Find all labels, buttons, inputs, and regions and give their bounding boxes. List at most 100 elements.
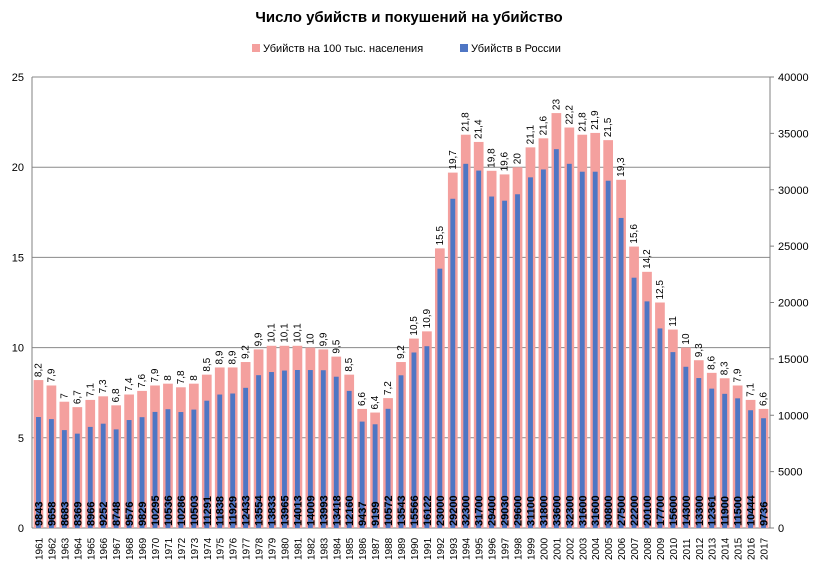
x-tick-label: 1989 [397,537,408,560]
bars [33,113,769,529]
count-label: 22200 [629,495,641,526]
x-tick-label: 1986 [358,537,369,560]
rate-label: 8,5 [344,357,355,371]
bar-count [709,388,715,528]
x-tick-label: 1974 [203,537,214,560]
x-tick-label: 1980 [280,537,291,560]
left-axis: 0 5 10 15 20 25 [12,72,24,535]
count-label: 12361 [707,495,719,526]
count-label: 32300 [461,495,473,526]
count-label: 9252 [98,502,110,526]
rate-label: 19,8 [487,148,498,168]
bar-count [644,301,650,528]
x-tick-label: 1987 [371,537,382,560]
rate-label: 21,5 [603,117,614,137]
bar-count [696,378,702,528]
x-tick-label: 2017 [760,537,771,560]
rate-label: 8,6 [707,356,718,370]
count-label: 9437 [357,502,369,526]
x-tick-label: 1964 [73,537,84,560]
count-label: 15600 [668,495,680,526]
rate-label: 9,5 [331,339,342,353]
rate-label: 10,1 [292,323,303,343]
x-tick-label: 2006 [617,537,628,560]
x-tick-label: 1967 [112,537,123,560]
bar-count [87,426,93,528]
rate-label: 20 [513,153,524,165]
rate-label: 6,6 [357,392,368,406]
right-axis: 0 5000 10000 15000 20000 25000 30000 35000 40000 [770,72,809,535]
bar-count [359,421,365,528]
rate-label: 6,7 [72,390,83,404]
rate-label: 8 [163,375,174,381]
x-tick-label: 1965 [86,537,97,560]
rate-label: 6,4 [370,395,381,409]
right-tick-label: 15000 [778,354,809,366]
data-labels: 8,2 9843 7,9 9658 7 8683 6,7 8369 7,1 8966 7,3 9252… [33,99,770,526]
bar-count [424,346,430,528]
rate-label: 9,2 [241,345,252,359]
count-label: 13554 [254,495,266,526]
count-label: 14300 [681,495,693,526]
legend-label-count: Убийств в России [471,43,561,55]
bar-count [307,370,313,528]
rate-label: 14,2 [642,249,653,269]
rate-label: 8,5 [202,357,213,371]
x-tick-label: 1970 [151,537,162,560]
rate-label: 7,9 [46,368,57,382]
x-tick-label: 1992 [436,537,447,560]
x-tick-label: 1981 [293,537,304,560]
rate-label: 10 [681,333,692,345]
count-label: 32300 [564,495,576,526]
count-label: 8369 [72,502,84,526]
bar-count [74,433,80,528]
rate-label: 9,2 [396,345,407,359]
count-label: 29400 [487,495,499,526]
x-tick-label: 1966 [99,537,110,560]
x-tick-label: 1963 [60,537,71,560]
bar-count [722,393,728,528]
left-tick-label: 15 [12,252,24,264]
rate-label: 19,7 [448,150,459,170]
count-label: 8683 [59,502,71,526]
count-label: 30800 [603,495,615,526]
right-tick-label: 5000 [778,467,802,479]
count-label: 10503 [189,495,201,526]
bar-count [670,352,676,528]
bar-count [126,420,132,528]
count-label: 13993 [318,495,330,526]
x-tick-label: 1997 [501,537,512,560]
rate-label: 10,9 [422,308,433,328]
bar-count [761,418,766,528]
rate-label: 21,8 [461,112,472,132]
legend-swatch-rate [252,44,260,52]
count-label: 9843 [33,502,45,526]
x-tick-label: 2001 [552,537,563,560]
bar-count [269,372,274,528]
rate-label: 6,8 [111,388,122,402]
x-tick-label: 1976 [229,537,240,560]
bar-count [178,412,184,528]
count-label: 16122 [422,495,434,526]
rate-label: 7,4 [124,377,135,391]
x-tick-label: 2012 [695,537,706,560]
count-label: 9658 [46,502,58,526]
x-tick-label: 1975 [216,537,227,560]
x-tick-label: 1962 [47,537,58,560]
count-label: 13418 [331,495,343,526]
count-label: 13833 [267,495,279,526]
x-tick-label: 2010 [669,537,680,560]
count-label: 10295 [150,495,162,526]
rate-label: 9,9 [318,332,329,346]
rate-label: 7,2 [383,381,394,395]
bar-count [294,370,300,528]
bar-count [553,149,559,528]
count-label: 9576 [124,502,136,526]
x-tick-label: 1983 [319,537,330,560]
x-tick-label: 1971 [164,537,175,560]
rate-label: 9,3 [694,343,705,357]
bar-count [48,419,54,528]
x-tick-label: 2009 [656,537,667,560]
x-tick-label: 1994 [462,537,473,560]
bar-count [165,409,171,528]
